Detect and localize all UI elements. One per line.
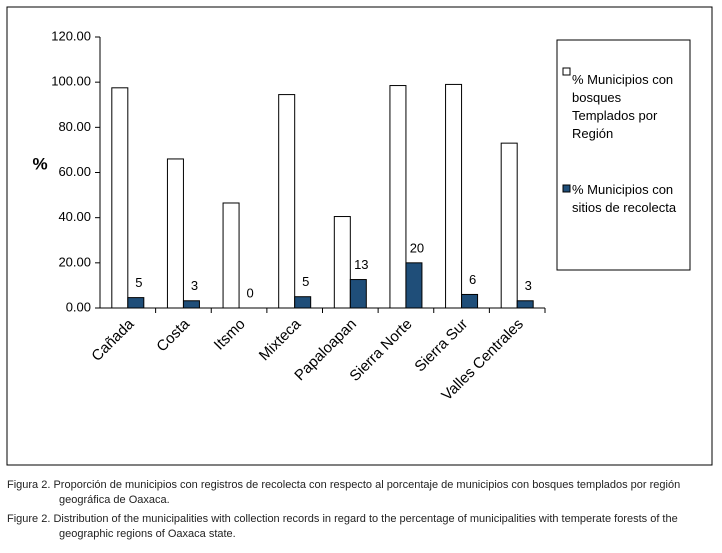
caption: Figure 2. Distribution of the municipali…	[7, 513, 678, 540]
legend-entry: % Municipios con sitios de recolecta	[572, 182, 677, 215]
value-label: 3	[525, 278, 532, 293]
y-tick-label: 0.00	[66, 299, 91, 314]
legend-entry: % Municipios con bosques Templados por R…	[572, 72, 674, 141]
caption: Figura 2. Proporción de municipios con r…	[7, 479, 681, 506]
y-tick-label: 120.00	[51, 28, 91, 43]
y-tick-label: 20.00	[58, 254, 91, 269]
bar	[333, 216, 351, 309]
bar	[278, 94, 296, 309]
y-tick-label: 100.00	[51, 74, 91, 89]
value-label: 13	[354, 257, 368, 272]
value-label: 0	[246, 285, 253, 300]
bar	[166, 158, 184, 309]
bar	[294, 296, 312, 309]
value-label: 20	[410, 240, 424, 255]
y-tick-label: 40.00	[58, 209, 91, 224]
chart: % 0.00 20.00 40.00 60.00 80.00 100.00 120.00 5 C…	[6, 6, 713, 466]
bar	[111, 87, 129, 309]
x-tick-label: Cañada	[88, 315, 138, 365]
chart-border	[6, 6, 713, 466]
x-tick-label: Costa	[153, 315, 193, 355]
bar	[182, 300, 200, 309]
value-label: 6	[469, 272, 476, 287]
bar	[222, 202, 240, 309]
x-tick-label: Itsmo	[211, 316, 249, 354]
value-label: 3	[191, 278, 198, 293]
bar	[445, 83, 463, 309]
bar	[500, 142, 518, 309]
value-label: 5	[302, 274, 309, 289]
bar	[461, 293, 479, 309]
bar	[516, 300, 534, 309]
legend-swatch	[562, 67, 571, 76]
y-axis-label: %	[32, 154, 47, 173]
legend-swatch	[562, 184, 571, 193]
y-tick-label: 60.00	[58, 164, 91, 179]
bar	[127, 297, 145, 309]
y-tick-label: 80.00	[58, 119, 91, 134]
value-label: 5	[135, 275, 142, 290]
x-tick-label: Sierra Sur	[411, 316, 471, 376]
bar	[389, 85, 407, 309]
legend-box	[556, 39, 691, 271]
x-tick-label: Mixteca	[256, 315, 305, 364]
bar	[405, 262, 423, 309]
bar	[349, 279, 367, 309]
